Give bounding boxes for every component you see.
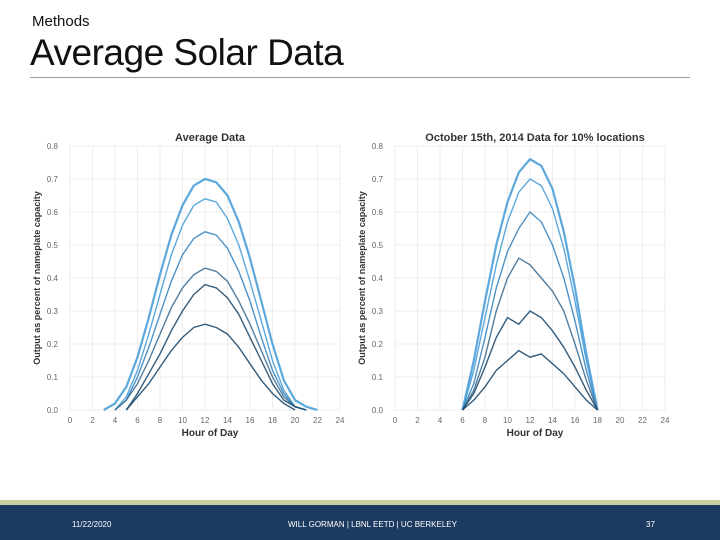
x-tick-label: 6 xyxy=(460,416,465,425)
x-tick-label: 8 xyxy=(483,416,488,425)
y-tick-label: 0.4 xyxy=(372,274,384,283)
y-tick-label: 0.8 xyxy=(372,142,384,151)
series-line xyxy=(461,257,599,411)
y-tick-label: 0.2 xyxy=(372,340,384,349)
x-tick-label: 10 xyxy=(503,416,512,425)
x-tick-label: 2 xyxy=(90,416,95,425)
chart-svg-1: 0 2 4 6 8 10 12 14 16 18 20 22 240.00.10.20.30.40.50… xyxy=(357,132,670,439)
footer-page-number: 37 xyxy=(646,520,655,529)
footer-date: 11/22/2020 xyxy=(72,520,112,529)
series-line xyxy=(461,157,599,411)
series-line xyxy=(125,323,296,411)
x-tick-label: 12 xyxy=(201,416,210,425)
x-axis-label: Hour of Day xyxy=(182,428,239,439)
y-tick-label: 0.5 xyxy=(47,241,59,250)
x-tick-label: 22 xyxy=(313,416,322,425)
y-tick-label: 0.1 xyxy=(47,373,59,382)
x-tick-label: 18 xyxy=(593,416,602,425)
x-tick-label: 4 xyxy=(438,416,443,425)
x-tick-label: 12 xyxy=(526,416,535,425)
chart-svg-0: 0 2 4 6 8 10 12 14 16 18 20 22 240.00.10.20.30.40.50… xyxy=(32,132,345,439)
y-tick-label: 0.0 xyxy=(372,406,384,415)
y-tick-label: 0.6 xyxy=(372,208,384,217)
x-tick-label: 20 xyxy=(291,416,300,425)
x-tick-label: 6 xyxy=(135,416,140,425)
y-tick-label: 0.3 xyxy=(372,307,384,316)
x-tick-label: 22 xyxy=(638,416,647,425)
y-tick-label: 0.3 xyxy=(47,307,59,316)
x-tick-label: 8 xyxy=(158,416,163,425)
x-tick-label: 20 xyxy=(616,416,625,425)
y-tick-label: 0.4 xyxy=(47,274,59,283)
series-line xyxy=(461,210,599,411)
x-tick-label: 14 xyxy=(548,416,557,425)
average-data-chart: 0 2 4 6 8 10 12 14 16 18 20 22 24 0.0 0.1 0.2 0.3 0.4 0.5 0… xyxy=(20,128,350,440)
y-tick-label: 0.6 xyxy=(47,208,59,217)
x-tick-label: 16 xyxy=(246,416,255,425)
x-tick-label: 14 xyxy=(223,416,232,425)
y-tick-label: 0.0 xyxy=(47,406,59,415)
y-tick-label: 0.7 xyxy=(47,175,59,184)
footer-accent-bar xyxy=(0,500,720,505)
chart-title: October 15th, 2014 Data for 10% location… xyxy=(425,132,644,144)
series-line xyxy=(114,231,307,411)
series-line xyxy=(461,310,599,411)
x-tick-label: 0 xyxy=(393,416,398,425)
x-tick-label: 10 xyxy=(178,416,187,425)
y-tick-label: 0.5 xyxy=(372,241,384,250)
series-line xyxy=(461,178,599,411)
y-tick-label: 0.7 xyxy=(372,175,384,184)
y-tick-label: 0.8 xyxy=(47,142,59,151)
chart-title: Average Data xyxy=(175,132,246,144)
slide-footer: 11/22/2020 WILL GORMAN | LBNL EETD | UC … xyxy=(0,505,720,540)
x-tick-label: 0 xyxy=(68,416,73,425)
series-line xyxy=(125,283,307,411)
section-label: Methods xyxy=(32,13,90,30)
footer-author: WILL GORMAN | LBNL EETD | UC BERKELEY xyxy=(288,520,457,529)
x-axis-label: Hour of Day xyxy=(507,428,564,439)
october-data-chart: 0 2 4 6 8 10 12 14 16 18 20 22 24 0.0 0.1 0.2 0.3 0.4 0.5 0… xyxy=(345,128,675,440)
y-tick-label: 0.1 xyxy=(372,373,384,382)
series-line xyxy=(114,267,307,411)
title-divider xyxy=(30,77,690,78)
x-tick-label: 24 xyxy=(661,416,670,425)
y-tick-label: 0.2 xyxy=(47,340,59,349)
series-line xyxy=(114,198,307,411)
x-tick-label: 4 xyxy=(113,416,118,425)
y-axis-label: Output as percent of nameplate capacity xyxy=(357,191,367,365)
x-tick-label: 24 xyxy=(336,416,345,425)
series-line xyxy=(103,177,318,412)
y-axis-label: Output as percent of nameplate capacity xyxy=(32,191,42,365)
x-tick-label: 18 xyxy=(268,416,277,425)
x-tick-label: 2 xyxy=(415,416,420,425)
slide-title: Average Solar Data xyxy=(30,32,344,73)
series-line xyxy=(462,349,598,411)
x-tick-label: 16 xyxy=(571,416,580,425)
